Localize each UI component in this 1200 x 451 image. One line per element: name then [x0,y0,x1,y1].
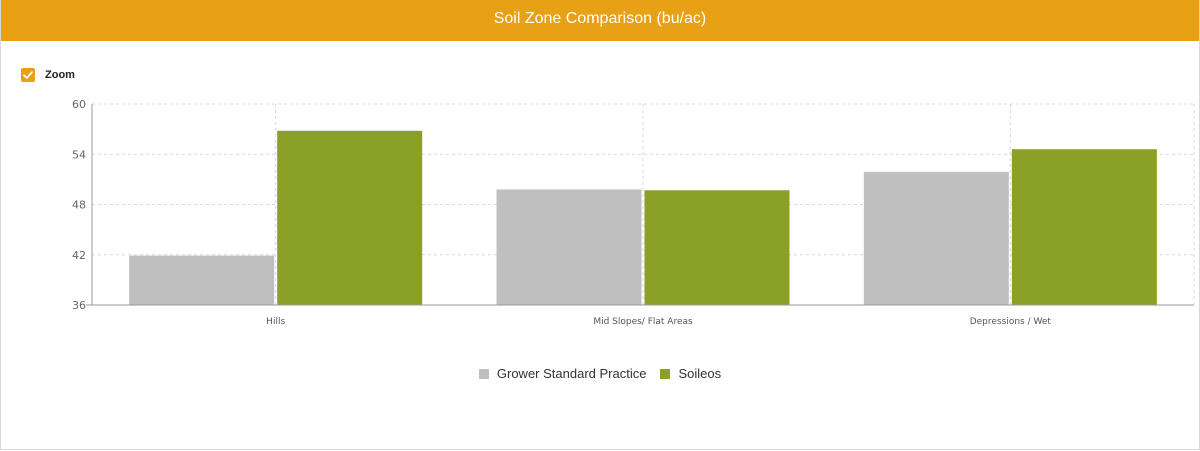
chart-legend: Grower Standard Practice Soileos [1,366,1199,381]
bar [496,189,642,305]
legend-swatch [478,368,489,379]
bar-chart: 36 42 48 54 60 Hills Mid Slopes/ Flat Areas Dep… [72,98,1195,327]
x-tick-label: Hills [266,317,285,327]
y-tick-label: 54 [72,148,86,161]
y-tick-label: 42 [72,249,86,262]
legend-item[interactable]: Grower Standard Practice [478,366,647,381]
legend-label: Grower Standard Practice [496,366,647,381]
zoom-checkbox[interactable] [21,68,35,82]
legend-swatch [660,368,671,379]
x-tick-label: Mid Slopes/ Flat Areas [593,317,693,327]
legend-item[interactable]: Soileos [660,366,721,381]
zoom-toggle[interactable]: Zoom [21,67,75,83]
bar [1011,149,1157,305]
y-tick-label: 60 [72,98,86,111]
bar [863,171,1009,305]
bar [129,255,275,305]
legend-label: Soileos [678,366,722,381]
chart-title: Soil Zone Comparison (bu/ac) [1,0,1199,41]
zoom-label: Zoom [45,69,75,81]
bar [277,130,423,305]
y-tick-label: 48 [72,199,86,212]
y-tick-label: 36 [72,299,86,312]
bar [644,190,790,305]
x-tick-label: Depressions / Wet [970,317,1052,327]
checkmark-icon [23,71,33,79]
